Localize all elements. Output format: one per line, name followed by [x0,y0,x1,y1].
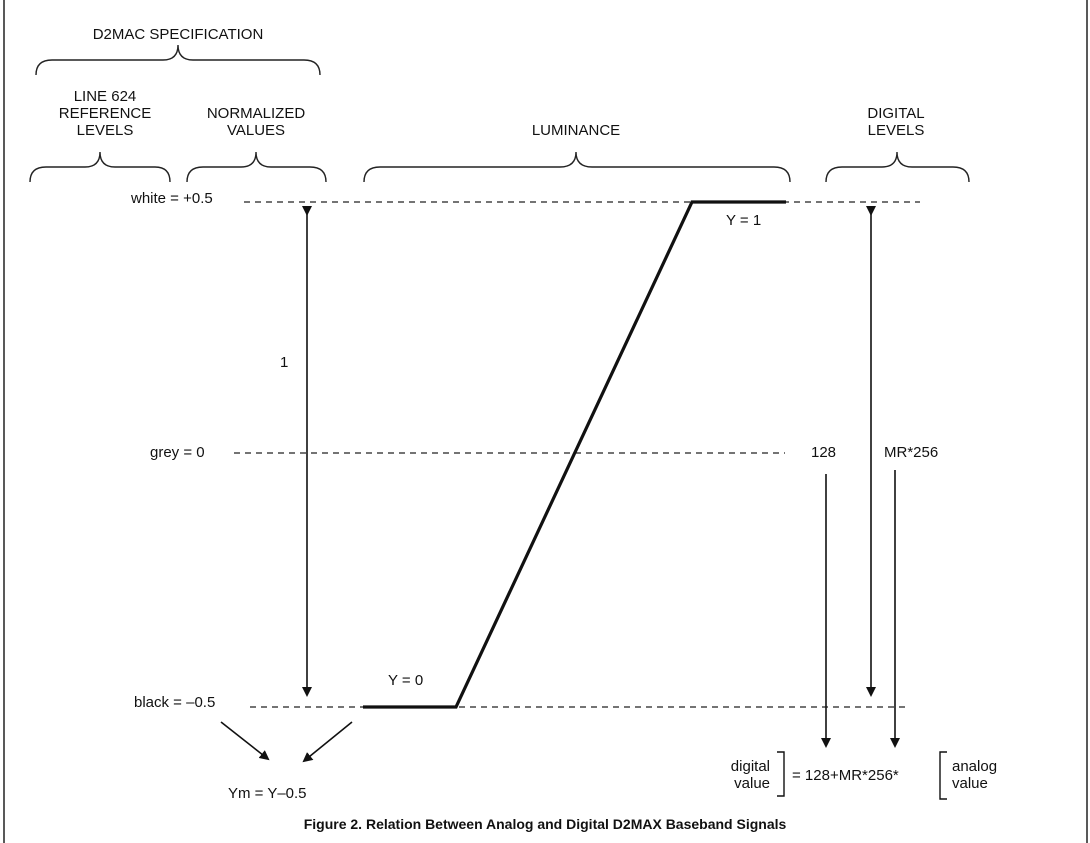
arrow-y0-to-ym [304,722,352,761]
analog-value-bracket [940,752,947,799]
y-zero-label: Y = 0 [388,672,423,690]
conversion-equation: = 128+MR*256* [792,767,899,785]
digital-value-bracket [777,752,784,796]
figure-caption: Figure 2. Relation Between Analog and Di… [150,815,940,833]
value-128-label: 128 [811,444,836,462]
normalized-span-value: 1 [280,354,288,372]
spec-brace [36,45,320,75]
normalized-line2: VALUES [186,122,326,140]
normalized-line1: NORMALIZED [186,105,326,123]
digital-value-line1: digital [726,758,770,776]
analog-value-line1: analog [952,758,997,776]
arrow-black-to-ym [221,722,268,759]
analog-value-line2: value [952,775,988,793]
grey-level-label: grey = 0 [150,444,205,462]
digital-value-line2: value [726,775,770,793]
white-level-label: white = +0.5 [131,190,213,208]
ref-levels-line2: REFERENCE [40,105,170,123]
ref-levels-line3: LEVELS [40,122,170,140]
luminance-ramp [363,202,786,707]
digital-levels-line1: DIGITAL [846,105,946,123]
ref-levels-brace [30,152,170,182]
spec-title: D2MAC SPECIFICATION [88,26,268,44]
y-one-label: Y = 1 [726,212,761,230]
digital-levels-brace [826,152,969,182]
normalized-brace [187,152,326,182]
luminance-brace [364,152,790,182]
ym-formula: Ym = Y–0.5 [228,785,307,803]
black-level-label: black = –0.5 [134,694,215,712]
luminance-title: LUMINANCE [516,122,636,140]
mr256-label: MR*256 [884,444,938,462]
digital-levels-line2: LEVELS [846,122,946,140]
ref-levels-line1: LINE 624 [40,88,170,106]
